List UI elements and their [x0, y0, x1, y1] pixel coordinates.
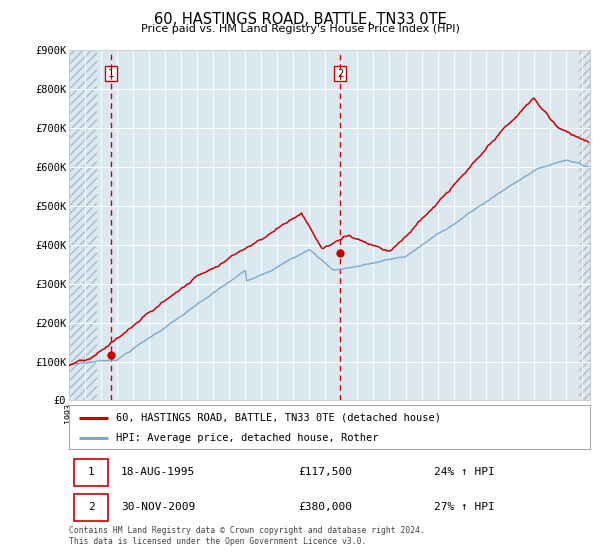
Text: £117,500: £117,500 — [298, 468, 352, 477]
Text: Price paid vs. HM Land Registry's House Price Index (HPI): Price paid vs. HM Land Registry's House … — [140, 24, 460, 34]
Text: 2: 2 — [88, 502, 95, 512]
Text: £380,000: £380,000 — [298, 502, 352, 512]
Text: 30-NOV-2009: 30-NOV-2009 — [121, 502, 196, 512]
FancyBboxPatch shape — [74, 459, 108, 486]
Text: 1: 1 — [108, 69, 114, 79]
Text: 27% ↑ HPI: 27% ↑ HPI — [434, 502, 494, 512]
Text: Contains HM Land Registry data © Crown copyright and database right 2024.
This d: Contains HM Land Registry data © Crown c… — [69, 526, 425, 546]
Text: 60, HASTINGS ROAD, BATTLE, TN33 0TE: 60, HASTINGS ROAD, BATTLE, TN33 0TE — [154, 12, 446, 27]
FancyBboxPatch shape — [74, 494, 108, 521]
Text: 24% ↑ HPI: 24% ↑ HPI — [434, 468, 494, 477]
Text: 1: 1 — [88, 468, 95, 477]
Text: HPI: Average price, detached house, Rother: HPI: Average price, detached house, Roth… — [116, 433, 379, 443]
Text: 18-AUG-1995: 18-AUG-1995 — [121, 468, 196, 477]
Text: 2: 2 — [337, 69, 343, 79]
Text: 60, HASTINGS ROAD, BATTLE, TN33 0TE (detached house): 60, HASTINGS ROAD, BATTLE, TN33 0TE (det… — [116, 413, 441, 423]
